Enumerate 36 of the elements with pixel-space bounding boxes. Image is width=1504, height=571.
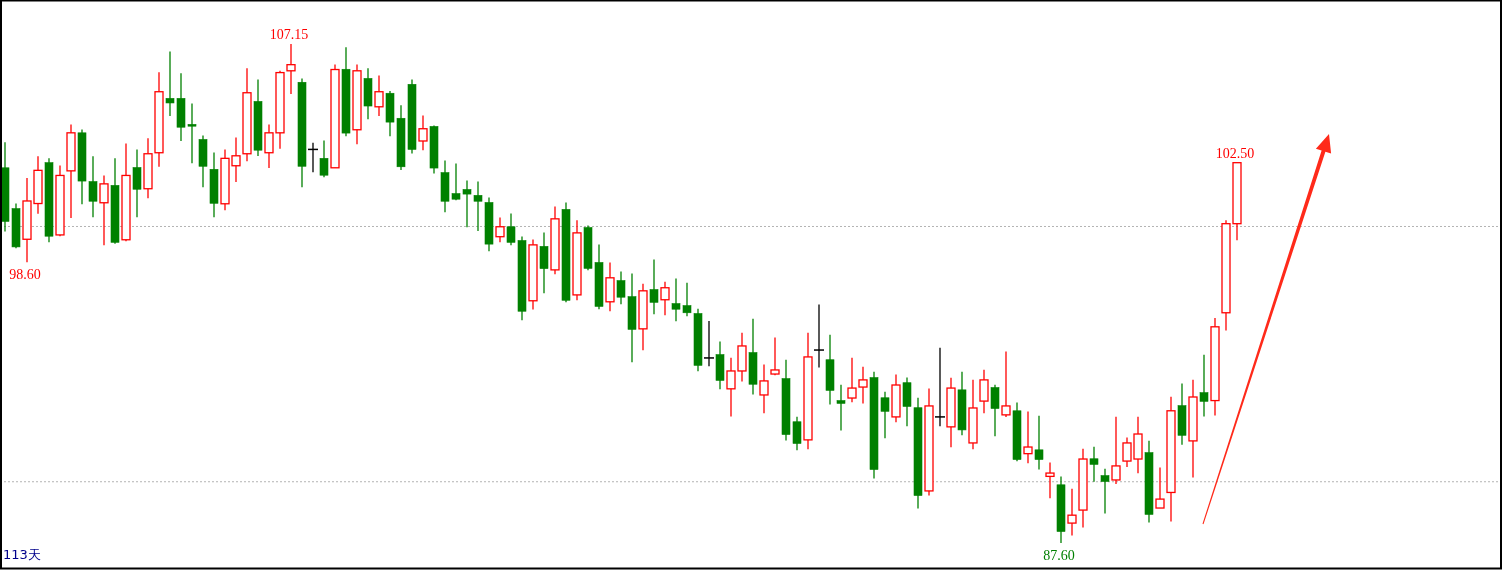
candlestick [649, 258, 659, 315]
candlestick [99, 174, 109, 246]
candlestick [1111, 416, 1121, 485]
candlestick [990, 384, 1000, 437]
candlestick [1089, 446, 1099, 483]
candlestick [539, 231, 549, 295]
candlestick [1100, 468, 1110, 515]
candlestick [759, 363, 769, 414]
candlestick [660, 280, 670, 316]
candlestick [979, 369, 989, 414]
annotation: 102.50 [1215, 145, 1255, 161]
text: 113天 [3, 547, 41, 562]
candlestick [1067, 487, 1077, 537]
annotation: 98.60 [9, 267, 41, 283]
candlestick [1001, 350, 1011, 418]
candlestick [770, 336, 780, 376]
candlestick [319, 139, 329, 178]
candlestick [813, 303, 825, 369]
annotation: 87.60 [1043, 548, 1075, 563]
candlestick [1199, 353, 1209, 418]
candlestick [473, 180, 483, 232]
candlestick [1155, 466, 1165, 509]
candlestick [1045, 461, 1055, 499]
candlestick [703, 320, 715, 368]
candlestick [1034, 414, 1044, 471]
candlestick [836, 384, 846, 432]
candlestick [1023, 410, 1033, 465]
candlestick [934, 347, 946, 427]
candlestick [605, 261, 615, 312]
candlestick [495, 216, 505, 243]
annotation: 107.15 [269, 27, 309, 42]
candlestick [418, 114, 428, 151]
candlestick [374, 74, 384, 117]
candlestick [286, 43, 296, 95]
candlestick [902, 376, 912, 427]
candlestick [132, 148, 142, 218]
